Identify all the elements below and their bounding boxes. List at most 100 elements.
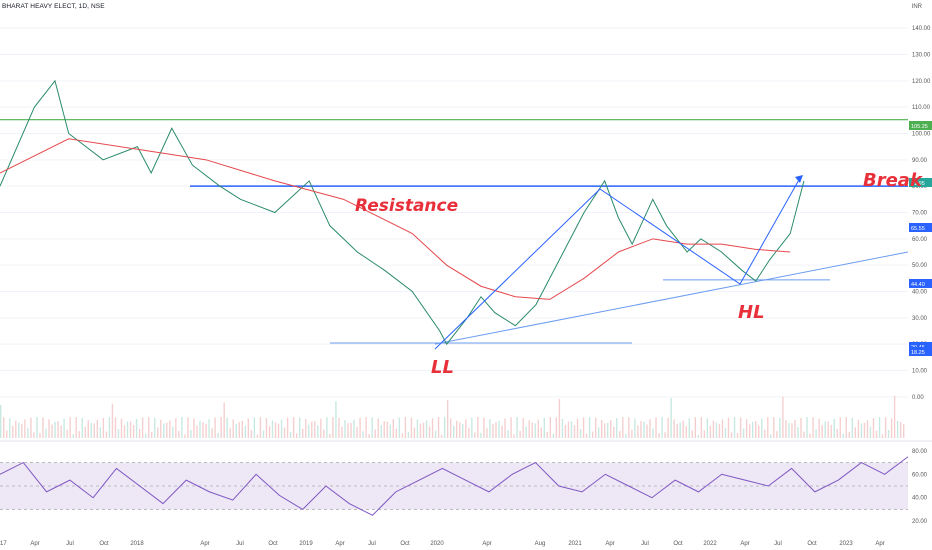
volume-bar bbox=[193, 418, 195, 438]
volume-bar bbox=[320, 418, 322, 438]
volume-bar bbox=[449, 418, 452, 438]
volume-bar bbox=[380, 425, 382, 438]
volume-bar bbox=[144, 433, 147, 438]
volume-bar bbox=[311, 421, 313, 438]
volume-bar bbox=[453, 425, 455, 438]
rsi-tick-label: 80.00 bbox=[912, 449, 928, 455]
x-tick-label: Jul bbox=[66, 541, 74, 547]
resistance-annotation: Resistance bbox=[355, 196, 459, 216]
volume-bar bbox=[274, 422, 277, 438]
price-tag: 65.55 bbox=[909, 223, 932, 232]
volume-bar bbox=[178, 430, 180, 438]
volume-bar bbox=[567, 421, 570, 438]
volume-bar bbox=[232, 419, 234, 438]
volume-bar bbox=[181, 417, 183, 438]
volume-bar bbox=[39, 433, 41, 438]
x-tick-label: Apr bbox=[605, 541, 614, 547]
volume-bar bbox=[392, 419, 394, 438]
volume-bar bbox=[721, 419, 724, 438]
volume-bar bbox=[661, 417, 663, 438]
volume-bar bbox=[462, 424, 464, 438]
volume-bar bbox=[211, 428, 213, 438]
volume-bar bbox=[347, 423, 349, 438]
volume-bar bbox=[368, 434, 370, 438]
moving-average-line bbox=[0, 138, 791, 300]
price-tag-label: 44.40 bbox=[911, 282, 925, 288]
volume-bar bbox=[887, 429, 890, 438]
volume-bar bbox=[57, 421, 59, 438]
volume-bar bbox=[866, 420, 869, 438]
volume-bar bbox=[286, 417, 289, 438]
volume-bar bbox=[625, 434, 627, 438]
y-tick-label: 90.00 bbox=[912, 158, 928, 164]
volume-bar bbox=[42, 417, 44, 438]
volume-bar bbox=[359, 417, 361, 438]
x-tick-label: Oct bbox=[807, 541, 817, 547]
volume-bar bbox=[220, 417, 222, 438]
volume-bar bbox=[610, 420, 612, 438]
volume-bar bbox=[117, 429, 120, 438]
volume-bar bbox=[573, 425, 576, 438]
volume-bar bbox=[558, 398, 561, 438]
volume-bar bbox=[419, 423, 422, 438]
hl-annotation: HL bbox=[738, 302, 765, 323]
rsi-band bbox=[0, 462, 908, 510]
volume-bar bbox=[440, 434, 443, 438]
volume-bar bbox=[899, 422, 902, 438]
y-tick-label: 80.00 bbox=[912, 184, 928, 190]
volume-bar bbox=[797, 427, 799, 438]
volume-bar bbox=[410, 417, 413, 438]
x-tick-label: Oct bbox=[99, 541, 109, 547]
volume-bar bbox=[123, 425, 126, 438]
volume-bar bbox=[522, 418, 524, 438]
volume-bar bbox=[208, 419, 210, 438]
volume-bar bbox=[745, 419, 748, 438]
volume-bar bbox=[622, 417, 624, 438]
volume-bar bbox=[271, 420, 274, 438]
volume-bar bbox=[395, 428, 398, 438]
volume-bar bbox=[667, 417, 669, 438]
volume-bar bbox=[643, 421, 645, 438]
volume-bar bbox=[564, 424, 567, 438]
volume-bar bbox=[839, 417, 841, 438]
volume-bar bbox=[404, 417, 407, 438]
volume-bar bbox=[628, 417, 630, 438]
volume-bar bbox=[658, 433, 660, 438]
volume-bar bbox=[187, 417, 189, 438]
volume-bar bbox=[619, 431, 621, 438]
volume-bar bbox=[78, 431, 80, 438]
price-tag-label: 105.25 bbox=[911, 124, 928, 130]
volume-bar bbox=[138, 429, 141, 438]
volume-bar bbox=[6, 430, 8, 438]
volume-bar bbox=[634, 418, 636, 438]
volume-bar bbox=[540, 427, 542, 438]
x-tick-label: Apr bbox=[30, 541, 39, 547]
volume-bar bbox=[456, 420, 458, 438]
y-tick-label: 60.00 bbox=[912, 237, 928, 243]
volume-bar bbox=[785, 420, 787, 438]
volume-bar bbox=[295, 433, 298, 438]
rsi-line bbox=[0, 456, 909, 516]
volume-bar bbox=[75, 417, 77, 438]
y-tick-label: 120.00 bbox=[912, 79, 931, 85]
volume-bar bbox=[422, 422, 425, 438]
volume-bar bbox=[748, 424, 751, 438]
volume-bar bbox=[292, 417, 295, 438]
volume-bar bbox=[519, 430, 521, 438]
volume-bar bbox=[872, 418, 875, 438]
volume-bar bbox=[175, 418, 177, 438]
volume-bar bbox=[691, 430, 693, 438]
volume-bar bbox=[163, 423, 165, 438]
volume-bar bbox=[685, 426, 687, 438]
volume-bar bbox=[202, 422, 204, 438]
volume-bar bbox=[151, 431, 153, 438]
volume-bar bbox=[471, 417, 473, 438]
volume-bar bbox=[90, 422, 92, 438]
volume-bar bbox=[81, 418, 83, 438]
price-tag: 18.25 bbox=[909, 347, 932, 356]
x-tick-label: Apr bbox=[482, 541, 491, 547]
volume-bar bbox=[709, 426, 712, 438]
volume-bar bbox=[703, 430, 706, 438]
volume-bar bbox=[24, 419, 26, 438]
